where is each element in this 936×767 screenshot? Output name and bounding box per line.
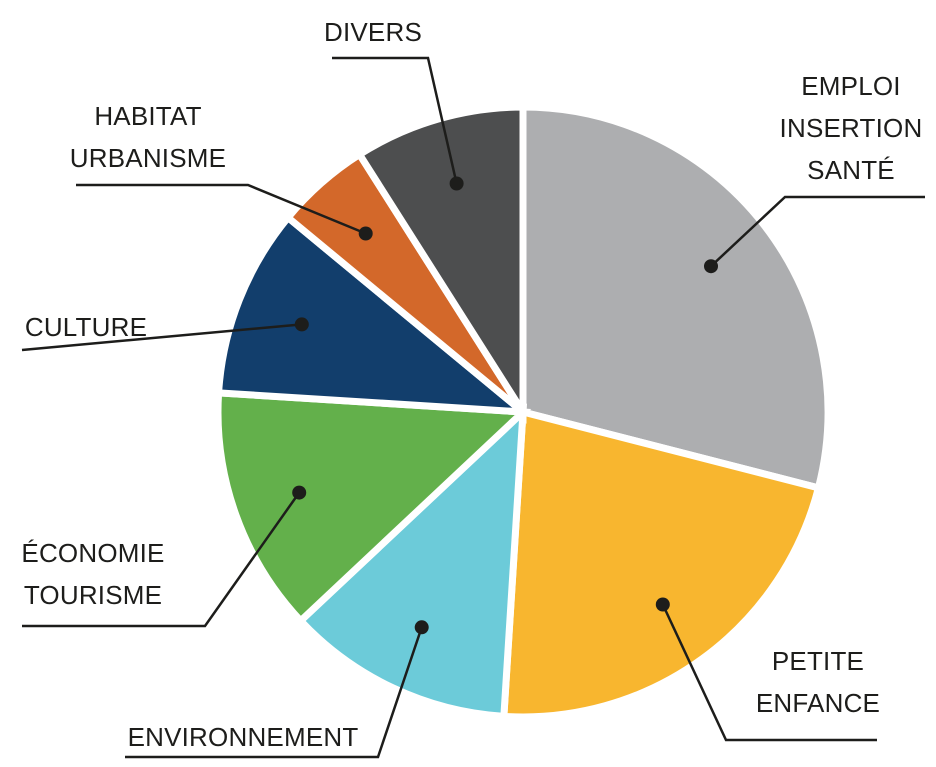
leader-line-culture (21, 323, 302, 352)
leader-line-emploi (710, 195, 925, 268)
pie-slice-emploi-insertion-sante (519, 103, 832, 493)
slice-label-environnement: ENVIRONNEMENT (128, 722, 359, 752)
slice-label-economie-line1: ÉCONOMIE (21, 538, 164, 568)
label-group-habitat: HABITAT URBANISME (70, 101, 226, 173)
label-group-emploi: EMPLOI INSERTION SANTÉ (780, 71, 923, 185)
slice-label-economie-line2: TOURISME (24, 580, 162, 610)
pie-slice-economie-tourisme (214, 389, 532, 626)
pie-slice-petite-enfance (500, 407, 823, 721)
label-group-divers: DIVERS (324, 17, 422, 47)
leader-line-habitat-urbanisme (76, 183, 367, 235)
leader-line-petite-enfance (661, 603, 877, 742)
leader-dot-petite-enfance (655, 597, 670, 612)
leader-line-divers (332, 56, 458, 184)
slice-label-emploi-line2: INSERTION (780, 113, 923, 143)
leader-dot-divers (449, 176, 464, 191)
label-group-economie: ÉCONOMIE TOURISME (21, 538, 164, 610)
slice-label-habitat-line1: HABITAT (94, 101, 201, 131)
leader-line-environnement (125, 626, 423, 759)
slice-label-habitat-line2: URBANISME (70, 143, 226, 173)
slice-label-petite-enfance-line2: ENFANCE (756, 688, 880, 718)
label-group-environnement: ENVIRONNEMENT (128, 722, 359, 752)
pie-slice-divers (354, 103, 527, 425)
leader-lines (21, 56, 925, 759)
leader-dot-culture (294, 317, 309, 332)
slice-label-emploi-line3: SANTÉ (807, 155, 895, 185)
leader-line-economie-tourisme (22, 491, 301, 628)
pie-slices (214, 103, 832, 721)
slice-label-divers: DIVERS (324, 17, 422, 47)
slice-label-emploi-line1: EMPLOI (801, 71, 900, 101)
leader-dot-habitat-urbanisme (358, 226, 373, 241)
pie-slice-culture (214, 212, 534, 417)
label-group-culture: CULTURE (25, 312, 147, 342)
slice-label-petite-enfance-line1: PETITE (772, 646, 864, 676)
pie-slice-environnement (295, 403, 528, 721)
label-group-petite-enfance: PETITE ENFANCE (756, 646, 880, 718)
slice-label-culture: CULTURE (25, 312, 147, 342)
leader-dot-environnement (414, 620, 429, 635)
leader-dot-economie-tourisme (292, 485, 307, 500)
leader-dot-emploi (704, 259, 718, 274)
